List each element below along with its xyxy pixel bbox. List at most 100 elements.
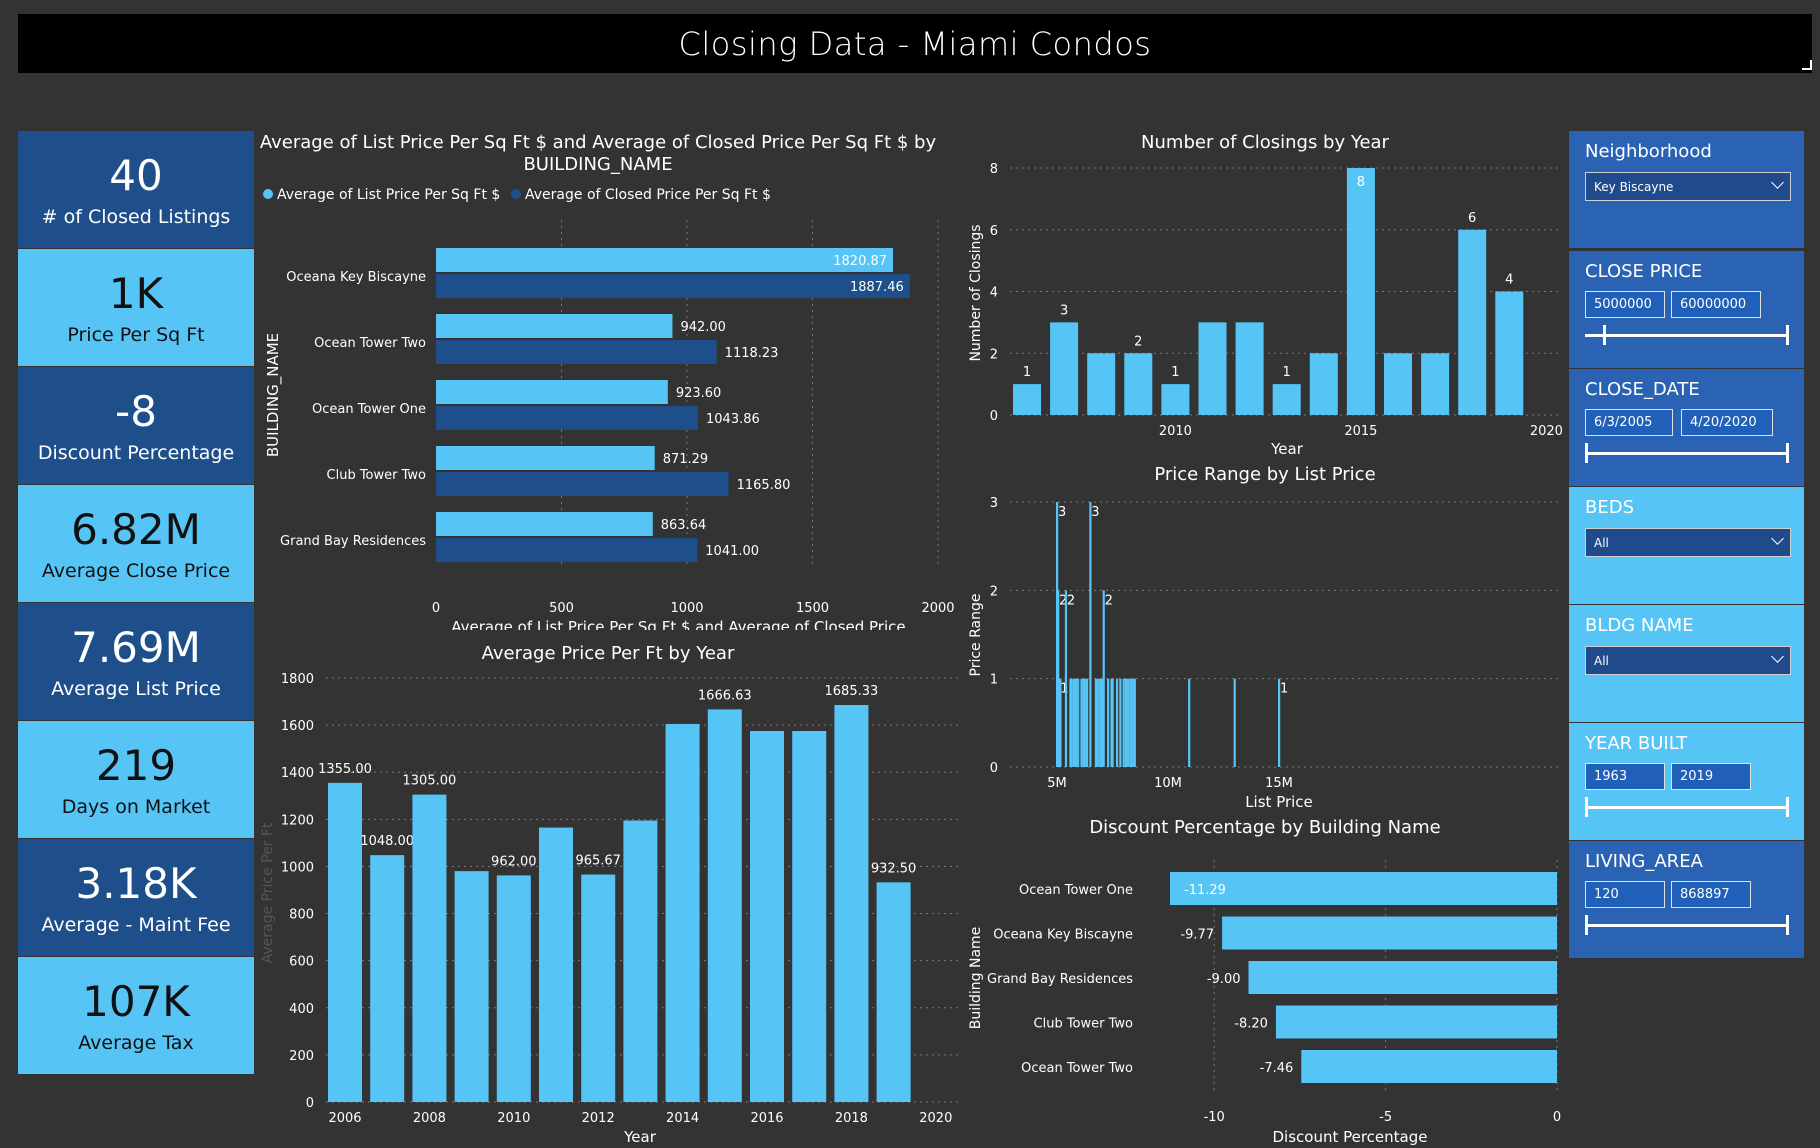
bar — [436, 314, 673, 338]
chart-price-per-sqft-by-building[interactable]: Average of List Price Per Sq Ft $ and Av… — [258, 125, 968, 630]
kpi-days-on-market: 219 Days on Market — [18, 721, 254, 838]
slider-handle-max[interactable] — [1786, 797, 1789, 817]
data-label: -9.77 — [1180, 928, 1214, 943]
bar — [1278, 678, 1281, 767]
data-label: 2 — [1059, 593, 1067, 608]
y-tick-label: 0 — [990, 761, 998, 776]
beds-dropdown[interactable]: All — [1585, 528, 1791, 557]
slider-handle-max[interactable] — [1786, 915, 1789, 935]
x-tick-label: 2006 — [328, 1111, 361, 1126]
bar — [412, 794, 447, 1102]
year-built-min-input[interactable]: 1963 — [1585, 763, 1665, 790]
x-tick-label: 2008 — [413, 1111, 446, 1126]
slider-handle-max[interactable] — [1786, 325, 1789, 345]
bar — [1073, 678, 1076, 767]
living-area-min-input[interactable]: 120 — [1585, 881, 1665, 908]
category-label: Oceana Key Biscayne — [993, 928, 1133, 943]
bar — [1059, 678, 1062, 767]
category-label: Oceana Key Biscayne — [286, 270, 426, 285]
data-label: 8 — [1357, 175, 1365, 190]
data-label: 1 — [1280, 682, 1288, 697]
bar — [834, 705, 869, 1102]
chart-average-price-per-ft-by-year[interactable]: Average Price Per Ft by Year 0 200 400 600 80… — [258, 635, 968, 1145]
chart-price-range-by-list-price[interactable]: Price Range by List Price 0 1 2 3 Price Range… — [965, 460, 1565, 815]
x-tick-label: -5 — [1379, 1110, 1392, 1125]
close-date-slider[interactable] — [1585, 443, 1789, 463]
year-built-max-input[interactable]: 2019 — [1671, 763, 1751, 790]
kpi-value: 3.18K — [75, 858, 197, 908]
data-label: 3 — [1058, 505, 1066, 520]
data-label: 3 — [1060, 303, 1068, 318]
bar — [1083, 678, 1086, 767]
kpi-label: Days on Market — [61, 795, 211, 818]
chart-title: Price Range by List Price — [1154, 464, 1375, 485]
close-date-end-input[interactable]: 4/20/2020 — [1681, 409, 1773, 436]
bar — [1070, 678, 1073, 767]
kpi-value: -8 — [115, 386, 157, 436]
data-label: -11.29 — [1184, 883, 1226, 898]
legend-marker — [511, 189, 521, 199]
living-area-slider[interactable] — [1585, 915, 1789, 935]
bar — [328, 782, 362, 1102]
x-tick-label: -10 — [1204, 1110, 1225, 1125]
chart-number-of-closings-by-year[interactable]: Number of Closings by Year 0 2 4 6 8 Number of… — [965, 125, 1565, 460]
focus-corner-icon[interactable] — [1802, 60, 1812, 70]
bar — [539, 827, 573, 1102]
data-label: 2 — [1134, 334, 1142, 349]
bar — [1064, 590, 1068, 767]
legend-item: Average of List Price Per Sq Ft $ — [277, 187, 500, 203]
x-tick-label: 2018 — [835, 1111, 868, 1126]
close-date-start-input[interactable]: 6/3/2005 — [1585, 409, 1673, 436]
kpi-price-per-sqft: 1K Price Per Sq Ft — [18, 249, 254, 366]
bar — [1087, 353, 1116, 415]
data-label: 932.50 — [871, 861, 917, 876]
x-tick-label: 2015 — [1344, 424, 1377, 439]
kpi-value: 219 — [95, 740, 177, 790]
bar — [1248, 961, 1557, 994]
living-area-max-input[interactable]: 868897 — [1671, 881, 1751, 908]
neighborhood-dropdown[interactable]: Key Biscayne — [1585, 172, 1791, 201]
data-label: 1165.80 — [737, 478, 791, 493]
bar — [581, 874, 616, 1102]
data-label: 965.67 — [575, 854, 621, 869]
data-label: 1 — [1060, 682, 1068, 697]
x-tick-label: 1000 — [670, 601, 703, 616]
dashboard-title: Closing Data - Miami Condos — [678, 24, 1152, 63]
kpi-label: # of Closed Listings — [41, 205, 231, 228]
bar — [1127, 678, 1130, 767]
kpi-label: Average List Price — [51, 677, 221, 700]
legend-item: Average of Closed Price Per Sq Ft $ — [525, 187, 771, 203]
y-axis-label: BUILDING_NAME — [264, 333, 283, 457]
slider-handle-min[interactable] — [1585, 915, 1588, 935]
data-label: 962.00 — [491, 854, 537, 869]
year-built-slider[interactable] — [1585, 797, 1789, 817]
bar — [665, 723, 700, 1102]
chart-discount-percentage-by-building[interactable]: Discount Percentage by Building Name -10 -… — [965, 810, 1565, 1148]
y-tick-label: 2 — [990, 584, 998, 599]
kpi-average-tax: 107K Average Tax — [18, 957, 254, 1074]
bar — [1111, 678, 1114, 767]
chart-title: BUILDING_NAME — [523, 154, 672, 175]
bar — [1099, 678, 1102, 767]
slider-handle-max[interactable] — [1786, 443, 1789, 463]
y-tick-label: 6 — [990, 224, 998, 239]
close-price-min-input[interactable]: 5000000 — [1585, 291, 1665, 318]
bldg-name-dropdown[interactable]: All — [1585, 646, 1791, 675]
slider-handle-min[interactable] — [1585, 443, 1588, 463]
bar — [1122, 678, 1125, 767]
data-label: 1355.00 — [318, 762, 372, 777]
data-label: 1685.33 — [825, 684, 879, 699]
bar — [436, 512, 653, 536]
data-label: 2 — [1067, 593, 1075, 608]
y-tick-label: 1000 — [281, 860, 314, 875]
bar — [1235, 322, 1264, 415]
chart-title: Average Price Per Ft by Year — [482, 643, 735, 664]
bar — [1222, 916, 1557, 950]
slider-handle-min[interactable] — [1603, 325, 1606, 345]
x-tick-label: 10M — [1154, 776, 1182, 791]
slider-handle-min[interactable] — [1585, 797, 1588, 817]
category-label: Ocean Tower Two — [314, 336, 426, 351]
bar — [1198, 322, 1227, 415]
close-price-slider[interactable] — [1585, 325, 1789, 345]
close-price-max-input[interactable]: 60000000 — [1671, 291, 1761, 318]
